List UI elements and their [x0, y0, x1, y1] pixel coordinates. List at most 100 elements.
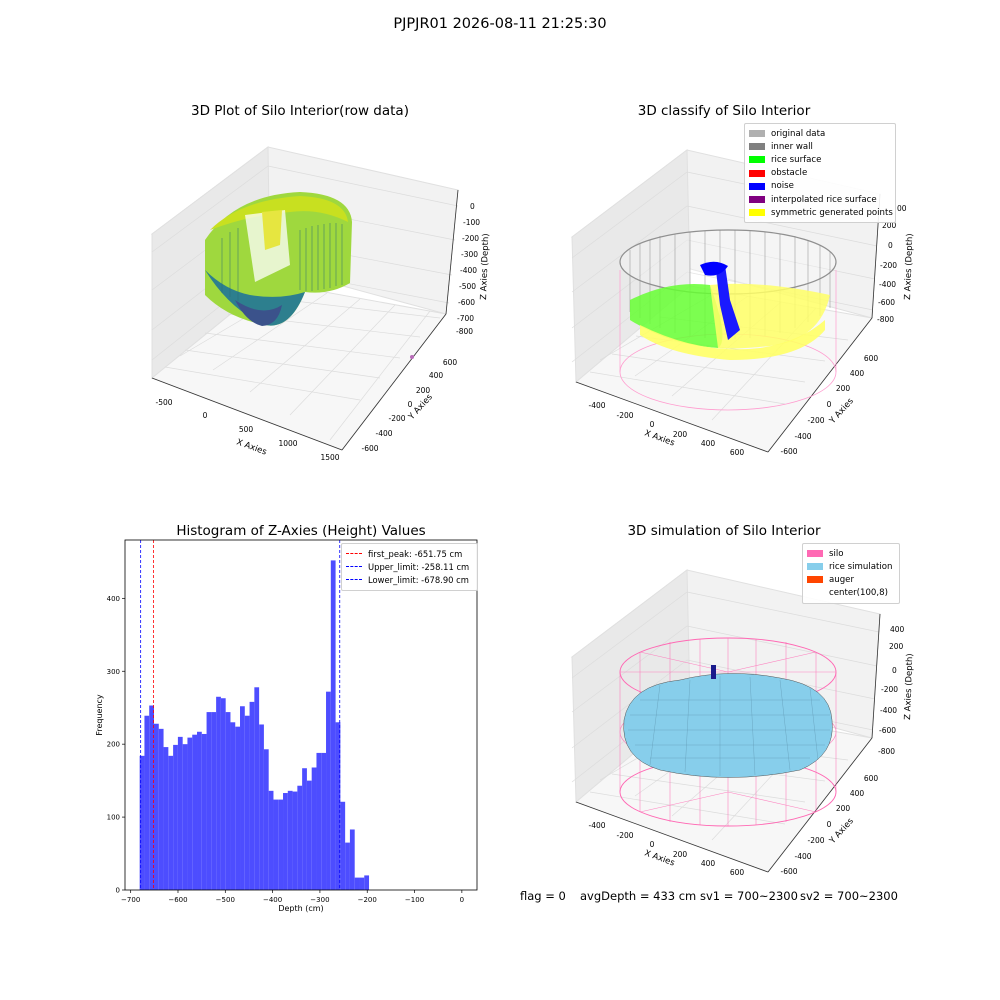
histogram-bar [354, 877, 360, 890]
classify-x-tick: 600 [730, 448, 745, 457]
raw-y-tick: 400 [429, 371, 444, 380]
histogram-y-ticks: 0 100 200 300 400 [107, 595, 125, 895]
histogram-bar [249, 701, 255, 890]
classify-y-tick: 200 [836, 384, 851, 393]
simulation-y-tick: -200 [807, 836, 824, 845]
legend-entry: Lower_limit: -678.90 cm [346, 573, 471, 586]
histogram-reference-lines [140, 540, 341, 890]
legend-entry: interpolated rice surface [749, 193, 889, 206]
legend-label: rice surface [771, 154, 822, 165]
classify-z-tick: -400 [879, 280, 896, 289]
classify-z-tick: 00 [897, 204, 907, 213]
legend-swatch [749, 209, 765, 217]
classify-y-axis-label: Y Axies [827, 396, 856, 427]
raw-z-tick: -300 [461, 250, 478, 259]
histogram-bar [240, 706, 245, 890]
histogram-y-tick-label: 0 [116, 887, 120, 895]
legend-entry: center(100,8) [807, 587, 893, 600]
raw-z-tick: -600 [458, 298, 475, 307]
raw-z-tick: -800 [456, 327, 473, 336]
classify-x-tick: -200 [616, 411, 633, 420]
histogram-bar [287, 790, 293, 890]
histogram-bar [330, 560, 336, 890]
simulation-y-tick: 0 [827, 820, 832, 829]
raw-z-tick: -400 [460, 266, 477, 275]
raw-point-cloud [205, 192, 414, 359]
simulation-x-tick: -400 [588, 821, 605, 830]
classify-y-tick: 600 [864, 354, 879, 363]
raw-z-tick: -100 [463, 218, 480, 227]
histogram-bar [292, 791, 298, 890]
histogram-bar [211, 712, 217, 890]
legend-entry: inner wall [749, 140, 889, 153]
simulation-z-tick: 200 [889, 642, 904, 651]
legend-label: auger [829, 574, 854, 585]
legend-line-swatch [346, 553, 362, 555]
legend-label: center(100,8) [829, 588, 888, 599]
histogram-bar [144, 715, 150, 890]
legend-entry: rice surface [749, 153, 889, 166]
histogram-y-tick-label: 300 [107, 668, 120, 676]
raw-y-tick: -200 [388, 414, 405, 423]
histogram-x-tick-label: −200 [358, 896, 377, 904]
histogram-plot-frame [124, 539, 478, 891]
classify-z-tick: 0 [888, 241, 893, 250]
histogram-bar [235, 726, 241, 890]
simulation-legend: silo rice simulation auger center(100,8) [802, 543, 900, 604]
footer-avg-depth: avgDepth = 433 cm [580, 889, 697, 903]
classify-x-tick: 200 [673, 430, 688, 439]
legend-label: silo [829, 548, 844, 559]
histogram-title: Histogram of Z-Axies (Height) Values [176, 523, 426, 539]
legend-entry: symmetric generated points [749, 206, 893, 219]
legend-swatch [749, 156, 765, 164]
histogram-bar [139, 755, 145, 890]
histogram-bar [349, 829, 355, 890]
legend-label: noise [771, 181, 794, 192]
simulation-z-tick: 0 [892, 666, 897, 675]
raw-x-tick: 0 [203, 411, 208, 420]
histogram-x-tick-label: −400 [263, 896, 282, 904]
footer-flag: flag = 0 [520, 889, 566, 903]
legend-label: interpolated rice surface [771, 194, 877, 205]
histogram-bar [158, 728, 164, 890]
histogram-legend: first_peak: -651.75 cm Upper_limit: -258… [341, 543, 478, 591]
histogram-bar [340, 801, 346, 890]
raw-x-tick: -500 [155, 398, 172, 407]
simulation-z-tick: -400 [880, 706, 897, 715]
simulation-plot-title: 3D simulation of Silo Interior [627, 523, 821, 539]
simulation-z-tick: -800 [878, 747, 895, 756]
histogram-bar [283, 793, 288, 890]
legend-entry: auger [807, 573, 893, 586]
raw-z-tick: -200 [462, 234, 479, 243]
legend-entry: first_peak: -651.75 cm [346, 547, 471, 560]
simulation-z-tick: 400 [890, 625, 905, 634]
legend-swatch [807, 563, 823, 571]
raw-z-tick: -500 [459, 282, 476, 291]
simulation-x-axis-label: X Axies [643, 848, 676, 868]
histogram-y-tick-label: 200 [107, 741, 120, 749]
histogram-y-tick-label: 400 [107, 595, 120, 603]
histogram-bar [149, 705, 155, 890]
histogram-x-tick-label: 0 [460, 896, 464, 904]
histogram-x-tick-label: −700 [121, 896, 140, 904]
raw-3d-plot: -500 0 500 1000 1500 -600 -400 -200 0 20… [150, 146, 491, 462]
raw-x-tick: 1500 [320, 453, 339, 462]
histogram-bar [154, 723, 159, 890]
classify-3d-plot: -400 -200 0 200 400 600 -600 -400 -200 0… [570, 149, 915, 457]
classify-x-axis-label: X Axies [643, 428, 676, 448]
legend-swatch [749, 130, 765, 138]
classify-x-tick: 0 [650, 420, 655, 429]
figure-title: PJPJR01 2026-08-11 21:25:30 [393, 16, 607, 32]
histogram-bar [177, 736, 183, 890]
legend-swatch [807, 576, 823, 584]
simulation-x-tick: 0 [650, 840, 655, 849]
raw-y-tick: -600 [361, 444, 378, 453]
histogram-bar [220, 698, 226, 890]
histogram-x-ticks: −700 −600 −500 −400 −300 −200 −100 0 [121, 890, 464, 904]
histogram-x-tick-label: −500 [216, 896, 235, 904]
legend-swatch [749, 182, 765, 190]
raw-x-tick: 1000 [278, 439, 297, 448]
legend-label: original data [771, 128, 826, 139]
histogram-bar [306, 780, 312, 890]
legend-label: inner wall [771, 141, 813, 152]
